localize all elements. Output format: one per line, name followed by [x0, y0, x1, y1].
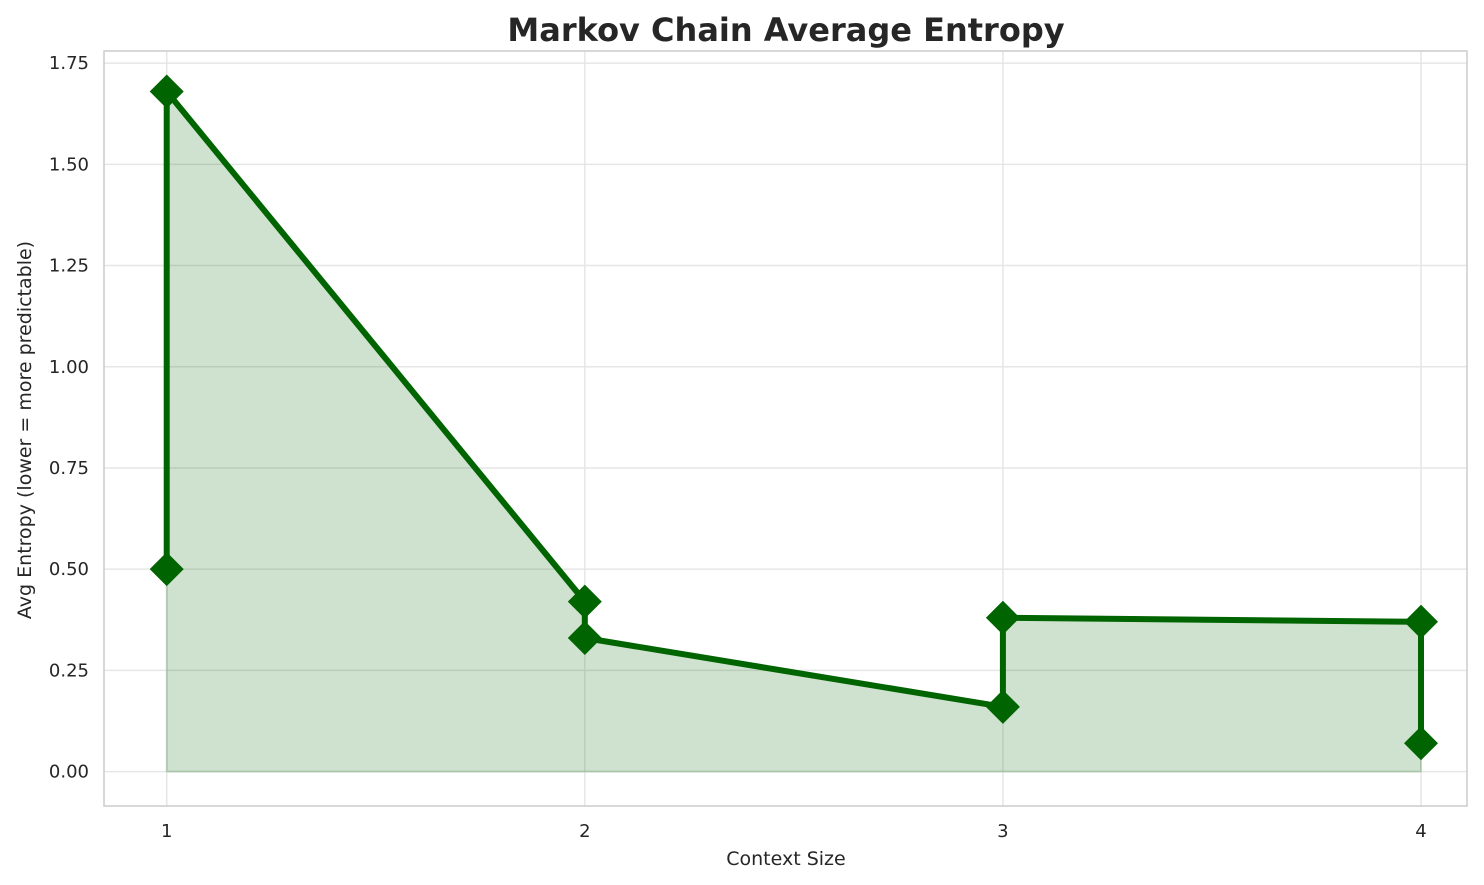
y-tick-label: 1.00 — [49, 357, 89, 378]
data-point-marker — [149, 552, 184, 587]
data-point-marker — [149, 74, 184, 109]
plot-frame — [103, 50, 1468, 807]
data-point-marker — [1404, 726, 1439, 761]
x-axis-label: Context Size — [726, 848, 845, 870]
y-axis-label: Avg Entropy (lower = more predictable) — [14, 241, 36, 619]
data-point-marker — [985, 689, 1020, 724]
chart-title: Markov Chain Average Entropy — [507, 11, 1064, 49]
series-polyline — [163, 88, 1425, 747]
data-point-marker — [567, 620, 602, 655]
x-tick-label: 2 — [579, 821, 590, 842]
x-tick-label: 4 — [1415, 821, 1426, 842]
data-point-marker — [1404, 604, 1439, 639]
y-tick-label: 1.25 — [49, 256, 89, 277]
x-tick-label: 1 — [161, 821, 172, 842]
x-tick-labels: 1 2 3 4 — [161, 821, 1427, 842]
y-tick-labels: 0.00 0.25 0.50 0.75 1.00 1.25 1.50 1.75 — [49, 53, 89, 782]
series-line — [163, 88, 1425, 747]
y-tick-label: 0.00 — [49, 762, 89, 783]
y-tick-label: 0.25 — [49, 660, 89, 681]
y-tick-label: 1.50 — [49, 154, 89, 175]
data-point-marker — [567, 584, 602, 619]
y-tick-label: 1.75 — [49, 53, 89, 74]
y-tick-label: 0.75 — [49, 458, 89, 479]
x-tick-label: 3 — [997, 821, 1008, 842]
y-tick-label: 0.50 — [49, 559, 89, 580]
data-markers — [149, 74, 1439, 761]
data-point-marker — [985, 600, 1020, 635]
